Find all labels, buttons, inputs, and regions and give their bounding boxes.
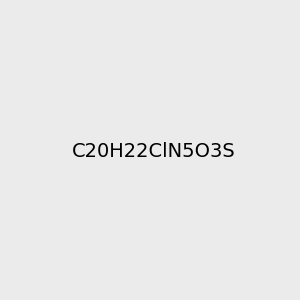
Text: C20H22ClN5O3S: C20H22ClN5O3S xyxy=(72,142,236,161)
